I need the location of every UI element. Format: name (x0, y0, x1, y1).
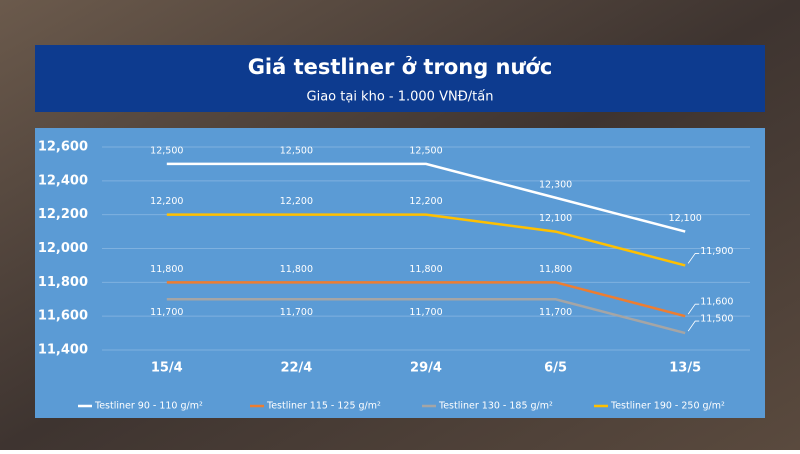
y-tick-label: 11,800 (38, 275, 88, 290)
chart-title: Giá testliner ở trong nước (248, 55, 553, 79)
x-tick-label: 6/5 (544, 361, 567, 376)
data-label: 12,200 (280, 196, 313, 207)
data-label: 12,300 (539, 179, 572, 190)
data-label: 11,900 (700, 246, 733, 257)
series-line (166, 162, 686, 233)
chart-subtitle: Giao tại kho - 1.000 VNĐ/tấn (307, 90, 494, 105)
data-label: 11,700 (409, 307, 442, 318)
x-tick-label: 29/4 (410, 361, 442, 376)
y-tick-label: 12,000 (38, 241, 88, 256)
leader-line (687, 303, 700, 315)
legend-label: Testliner 90 - 110 g/m² (94, 401, 203, 412)
data-label: 12,500 (150, 145, 183, 156)
title-banner (35, 45, 765, 112)
data-label: 11,500 (700, 314, 733, 325)
data-label: 12,500 (280, 145, 313, 156)
legend-label: Testliner 115 - 125 g/m² (266, 401, 381, 412)
legend-label: Testliner 130 - 185 g/m² (438, 401, 553, 412)
leader-line (687, 253, 700, 264)
y-tick-label: 11,600 (38, 309, 88, 324)
x-tick-label: 15/4 (151, 361, 183, 376)
data-label: 12,500 (409, 145, 442, 156)
plot-panel (35, 128, 765, 418)
data-label: 11,600 (700, 297, 733, 308)
y-tick-label: 12,200 (38, 207, 88, 222)
data-label: 11,800 (539, 264, 572, 275)
data-label: 11,700 (539, 307, 572, 318)
series-line (166, 281, 686, 318)
leader-line (687, 320, 700, 332)
data-label: 12,200 (150, 196, 183, 207)
data-label: 11,700 (280, 307, 313, 318)
data-label: 11,800 (280, 264, 313, 275)
data-label: 11,800 (150, 264, 183, 275)
x-tick-label: 13/5 (669, 361, 701, 376)
data-label: 11,800 (409, 264, 442, 275)
y-tick-label: 11,400 (38, 343, 88, 358)
legend-label: Testliner 190 - 250 g/m² (610, 401, 725, 412)
data-label: 11,700 (150, 307, 183, 318)
series-line (166, 298, 686, 335)
data-label: 12,100 (539, 213, 572, 224)
data-label: 12,200 (409, 196, 442, 207)
series-line (166, 213, 686, 267)
y-tick-label: 12,600 (38, 140, 88, 155)
x-tick-label: 22/4 (280, 361, 312, 376)
y-tick-label: 12,400 (38, 173, 88, 188)
data-label: 12,100 (669, 213, 702, 224)
